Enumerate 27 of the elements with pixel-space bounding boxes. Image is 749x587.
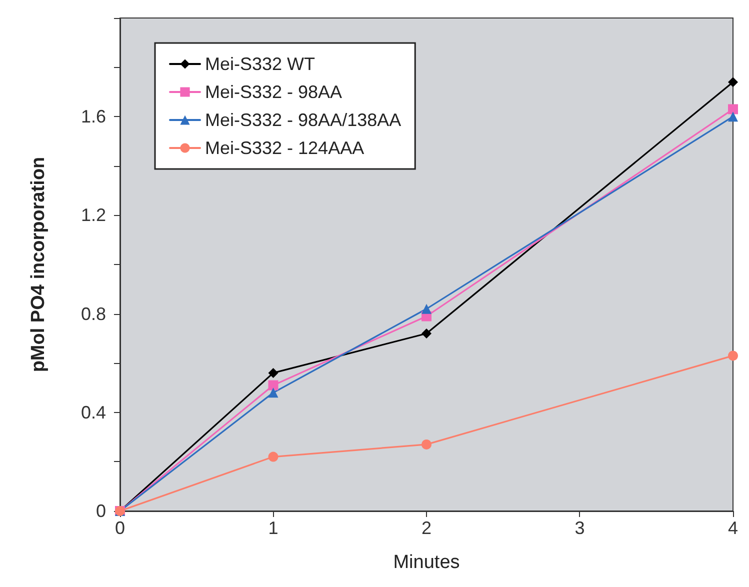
- point: [728, 77, 738, 88]
- y-tick-label: 0.8: [80, 304, 106, 324]
- y-tick-label: 0.4: [80, 402, 106, 422]
- point: [268, 388, 278, 398]
- y-tick-label: 0: [96, 501, 106, 521]
- x-tick-label: 3: [574, 518, 585, 538]
- x-tick-label: 0: [114, 518, 126, 538]
- point: [268, 380, 278, 390]
- y-axis-title: pMol PO4 incorporation: [28, 156, 49, 372]
- x-tick-label: 1: [268, 518, 278, 538]
- point: [728, 112, 738, 122]
- point: [421, 304, 432, 314]
- legend-label: Mei-S332 WT: [205, 54, 316, 74]
- point: [268, 368, 278, 378]
- point: [728, 104, 738, 114]
- x-tick-label: 2: [421, 518, 432, 538]
- legend-label: Mei-S332 - 98AA: [205, 82, 342, 102]
- y-tick-label: 1.6: [80, 106, 106, 127]
- legend-label: Mei-S332 - 98AA/138AA: [205, 110, 402, 130]
- point: [268, 452, 278, 462]
- legend-label: Mei-S332 - 124AAA: [205, 138, 364, 158]
- point: [421, 328, 432, 339]
- x-axis-title: Minutes: [393, 552, 460, 573]
- x-tick-label: 4: [728, 518, 738, 538]
- y-tick-label: 1.2: [80, 205, 106, 226]
- point: [728, 350, 738, 361]
- point: [422, 439, 432, 450]
